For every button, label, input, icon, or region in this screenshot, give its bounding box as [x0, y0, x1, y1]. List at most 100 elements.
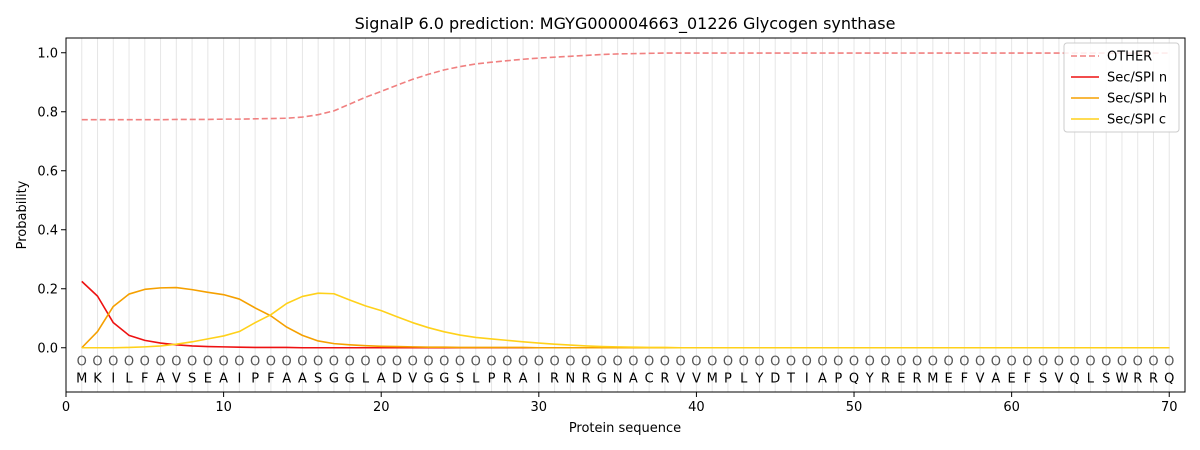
region-label: O	[660, 354, 670, 369]
region-label: O	[518, 354, 528, 369]
series-line-1	[81, 280, 1170, 349]
region-label: O	[833, 354, 843, 369]
residue-label: D	[392, 371, 402, 386]
region-label: O	[282, 354, 292, 369]
region-label: O	[171, 354, 181, 369]
legend-label: OTHER	[1107, 50, 1152, 65]
region-label: O	[644, 354, 654, 369]
x-tick-label: 30	[531, 400, 548, 415]
region-label: O	[613, 354, 623, 369]
y-axis-ticks: 0.0 0.2 0.4 0.6 0.8 1.0	[37, 46, 66, 356]
residue-label: R	[582, 371, 591, 386]
residue-label: M	[927, 371, 938, 386]
residue-label: L	[740, 371, 748, 386]
region-label: O	[203, 354, 213, 369]
region-label: O	[329, 354, 339, 369]
series-line-0	[81, 52, 1170, 121]
y-tick-label: 1.0	[37, 46, 58, 61]
chart-title: SignalP 6.0 prediction: MGYG000004663_01…	[355, 14, 896, 34]
residue-label: L	[472, 371, 480, 386]
region-label: O	[392, 354, 402, 369]
residue-label: E	[897, 371, 905, 386]
residue-label: Q	[1164, 371, 1174, 386]
region-label: O	[739, 354, 749, 369]
residue-label: F	[961, 371, 968, 386]
residue-label: Y	[754, 371, 763, 386]
region-label: O	[502, 354, 512, 369]
residue-label: T	[786, 371, 795, 386]
region-label: O	[959, 354, 969, 369]
region-label: O	[1148, 354, 1158, 369]
residue-label: G	[597, 371, 607, 386]
residue-label: K	[93, 371, 102, 386]
region-label: O	[865, 354, 875, 369]
region-label: O	[880, 354, 890, 369]
region-label: O	[1101, 354, 1111, 369]
residue-label: R	[503, 371, 512, 386]
residue-label: S	[1039, 371, 1047, 386]
region-label: O	[124, 354, 134, 369]
residue-label: G	[345, 371, 355, 386]
legend-label: Sec/SPI h	[1107, 92, 1167, 107]
residue-label: D	[770, 371, 780, 386]
region-label: O	[313, 354, 323, 369]
residue-label: A	[818, 371, 827, 386]
x-axis-label: Protein sequence	[569, 421, 681, 436]
region-label: O	[896, 354, 906, 369]
region-label: O	[1007, 354, 1017, 369]
region-label: O	[234, 354, 244, 369]
residue-label: F	[1024, 371, 1031, 386]
region-label: O	[565, 354, 575, 369]
residue-label: S	[314, 371, 322, 386]
region-label: O	[549, 354, 559, 369]
residue-label: Y	[865, 371, 874, 386]
region-label: O	[691, 354, 701, 369]
y-tick-label: 0.2	[37, 282, 58, 297]
residue-label: V	[172, 371, 181, 386]
y-axis-label: Probability	[15, 180, 30, 249]
region-label: O	[849, 354, 859, 369]
residue-label: E	[1008, 371, 1016, 386]
x-tick-label: 0	[62, 400, 70, 415]
region-label: O	[266, 354, 276, 369]
region-label: O	[1070, 354, 1080, 369]
region-label: O	[1085, 354, 1095, 369]
residue-label: A	[298, 371, 307, 386]
residue-label: R	[1149, 371, 1158, 386]
x-tick-label: 20	[373, 400, 390, 415]
region-label: O	[802, 354, 812, 369]
residue-label: R	[881, 371, 890, 386]
region-label: O	[360, 354, 370, 369]
residue-label: A	[156, 371, 165, 386]
residue-label: S	[1102, 371, 1110, 386]
residue-label: I	[237, 371, 241, 386]
residue-label: A	[629, 371, 638, 386]
residue-label: F	[141, 371, 148, 386]
series-line-3	[81, 292, 1170, 349]
region-label: O	[1054, 354, 1064, 369]
legend-label: Sec/SPI n	[1107, 71, 1167, 86]
residue-label: I	[537, 371, 541, 386]
region-label: O	[975, 354, 985, 369]
series-line-2	[81, 286, 1170, 349]
residue-label: C	[645, 371, 654, 386]
residue-label: P	[251, 371, 259, 386]
plot-frame	[65, 37, 1186, 393]
region-label: O	[376, 354, 386, 369]
residue-label: G	[329, 371, 339, 386]
residue-label: G	[423, 371, 433, 386]
x-tick-label: 70	[1161, 400, 1178, 415]
residue-label: Q	[1070, 371, 1080, 386]
region-label: O	[218, 354, 228, 369]
region-label: O	[1164, 354, 1174, 369]
residue-label: A	[282, 371, 291, 386]
residue-label: P	[488, 371, 496, 386]
series-lines	[81, 52, 1170, 349]
residue-label: W	[1116, 371, 1129, 386]
y-tick-label: 0.8	[37, 105, 58, 120]
region-label: O	[408, 354, 418, 369]
y-tick-label: 0.6	[37, 164, 58, 179]
residue-label: V	[1054, 371, 1063, 386]
region-label: O	[754, 354, 764, 369]
